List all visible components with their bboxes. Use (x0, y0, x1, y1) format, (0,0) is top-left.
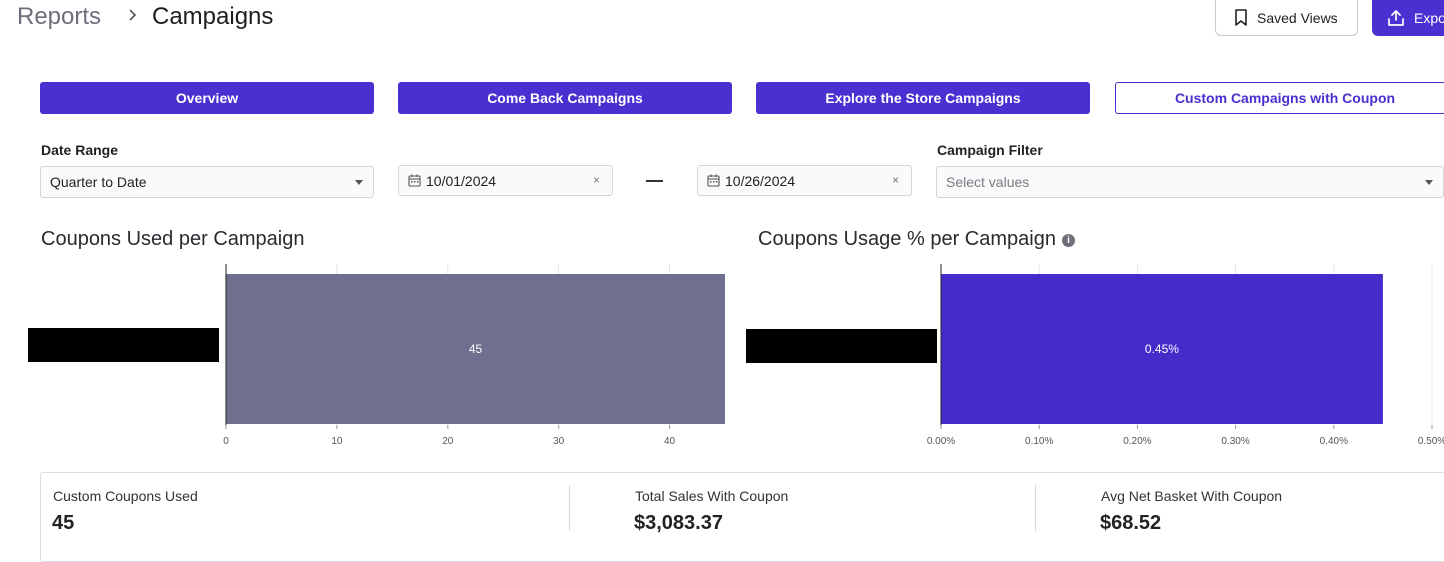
campaign-filter-placeholder: Select values (946, 174, 1030, 190)
tick-label: 10 (331, 436, 343, 447)
tick-label: 0.10% (1025, 436, 1053, 447)
kpi-divider (569, 485, 570, 531)
clear-start-date-icon[interactable]: × (592, 173, 600, 187)
tick-label: 20 (442, 436, 454, 447)
tick-label: 0.20% (1123, 436, 1151, 447)
kpi-total-sales-value: $3,083.37 (634, 512, 723, 534)
data-label: 45 (469, 342, 483, 356)
end-date-value: 10/26/2024 (725, 172, 796, 189)
kpi-avg-basket-value: $68.52 (1100, 512, 1162, 534)
caret-down-icon (1425, 180, 1433, 185)
caret-down-icon (355, 180, 363, 185)
tab-come-back-campaigns[interactable]: Come Back Campaigns (398, 82, 732, 114)
start-date-value: 10/01/2024 (426, 172, 497, 189)
campaign-filter-label: Campaign Filter (937, 142, 1043, 158)
page-title: Campaigns (152, 3, 274, 30)
kpi-custom-coupons-value: 45 (52, 512, 75, 534)
breadcrumb-reports[interactable]: Reports (17, 3, 102, 30)
date-range-label: Date Range (41, 142, 119, 158)
chevron-right-icon (129, 9, 137, 21)
export-label: Export (1414, 10, 1444, 26)
date-range-select[interactable]: Quarter to Date (40, 166, 374, 198)
tick-label: 0.50% (1418, 436, 1444, 447)
saved-views-label: Saved Views (1257, 9, 1338, 26)
kpi-custom-coupons-label: Custom Coupons Used (53, 488, 198, 504)
start-date-input[interactable]: 10/01/2024 × (398, 165, 613, 196)
tick-label: 0 (223, 436, 229, 447)
campaign-filter-select[interactable]: Select values (936, 166, 1444, 198)
date-range-value: Quarter to Date (50, 174, 147, 190)
clear-end-date-icon[interactable]: × (891, 173, 899, 187)
tick-label: 40 (664, 436, 676, 447)
tab-custom-campaigns-with-coupon[interactable]: Custom Campaigns with Coupon (1115, 82, 1444, 114)
bar (941, 274, 1383, 424)
data-label: 0.45% (1145, 342, 1179, 356)
saved-views-button[interactable]: Saved Views (1215, 0, 1358, 36)
kpi-total-sales-label: Total Sales With Coupon (635, 488, 789, 504)
category-label-redacted (28, 328, 219, 362)
kpi-avg-basket-label: Avg Net Basket With Coupon (1101, 488, 1283, 504)
chart2-title: Coupons Usage % per Campaign (758, 228, 1056, 250)
date-range-separator (646, 180, 663, 182)
kpi-panel (40, 472, 1444, 562)
coupons-usage-chart: 0.45% 0.00% 0.10% 0.20% 0.30% 0.40% 0.50% (746, 264, 1444, 447)
bookmark-icon (1235, 9, 1247, 26)
upload-icon (1388, 10, 1404, 26)
bar (226, 274, 725, 424)
tick-label: 30 (553, 436, 565, 447)
end-date-input[interactable]: 10/26/2024 × (697, 165, 912, 196)
export-button[interactable]: Export (1372, 0, 1444, 36)
tab-overview[interactable]: Overview (40, 82, 374, 114)
tab-explore-the-store-campaigns[interactable]: Explore the Store Campaigns (756, 82, 1090, 114)
kpi-divider (1035, 485, 1036, 531)
chart1-title: Coupons Used per Campaign (41, 228, 305, 250)
chart2-title-wrap: Coupons Usage % per Campaign i (758, 228, 1075, 251)
category-label-redacted (746, 329, 937, 363)
coupons-used-chart: 45 0 10 20 30 40 (28, 264, 725, 447)
tick-label: 0.30% (1221, 436, 1249, 447)
info-icon[interactable]: i (1061, 234, 1075, 247)
calendar-icon (408, 174, 421, 187)
tick-label: 0.00% (927, 436, 955, 447)
calendar-icon (707, 174, 720, 187)
tick-label: 0.40% (1320, 436, 1348, 447)
